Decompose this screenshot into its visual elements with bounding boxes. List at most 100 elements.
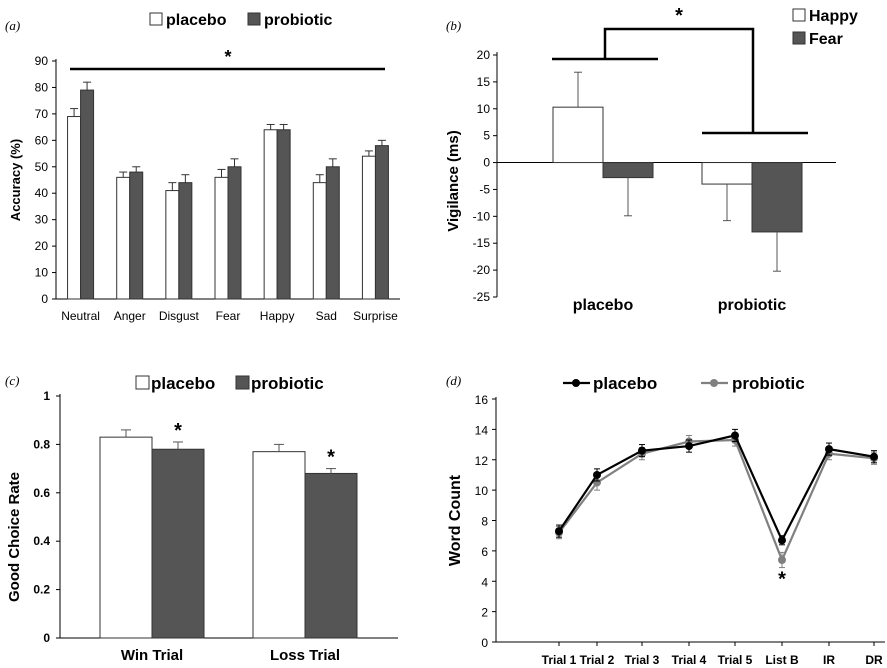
- y-tick-label: 0: [481, 636, 488, 650]
- legend-label: probiotic: [251, 374, 324, 393]
- legend-swatch: [235, 375, 250, 390]
- bar-Fear: [602, 162, 654, 179]
- legend-label: placebo: [166, 12, 227, 29]
- y-tick-label: 60: [35, 133, 49, 147]
- y-tick-label: 0.6: [33, 486, 50, 500]
- y-tick-label: -20: [473, 263, 491, 277]
- y-axis-label: Vigilance (ms): [445, 130, 462, 231]
- legend-label: placebo: [151, 374, 215, 393]
- point-probiotic: [778, 555, 786, 564]
- y-tick-label: 15: [477, 75, 491, 89]
- x-tick-label: Trial 4: [672, 653, 707, 667]
- y-axis-label: Accuracy (%): [8, 139, 23, 221]
- bar-placebo: [99, 436, 153, 639]
- y-tick-label: 40: [35, 186, 49, 200]
- point-placebo: [555, 527, 563, 536]
- panel-label: (b): [446, 18, 461, 33]
- x-tick-label: DR: [865, 653, 883, 667]
- y-tick-label: -25: [473, 290, 491, 304]
- y-axis-label: Good Choice Rate: [6, 472, 23, 602]
- x-tick-label: Win Trial: [121, 647, 183, 664]
- y-tick-label: 4: [481, 575, 488, 589]
- x-tick-label: IR: [823, 653, 835, 667]
- y-tick-label: 90: [35, 54, 49, 68]
- legend-swatch: [792, 31, 806, 45]
- bar-placebo: [252, 451, 306, 639]
- bar-placebo: [67, 116, 82, 300]
- x-tick-label: Trial 1: [542, 653, 577, 667]
- y-tick-label: 10: [35, 266, 49, 280]
- panel-label: (d): [446, 373, 461, 388]
- bar-probiotic: [374, 145, 389, 300]
- bar-probiotic: [227, 166, 242, 300]
- point-placebo: [778, 536, 786, 545]
- y-tick-label: -5: [479, 182, 490, 196]
- bar-placebo: [361, 155, 376, 300]
- y-tick-label: -15: [473, 236, 491, 250]
- y-tick-label: 20: [35, 239, 49, 253]
- y-tick-label: 0: [43, 631, 50, 645]
- x-tick-label: placebo: [573, 297, 634, 314]
- y-tick-label: 80: [35, 80, 49, 94]
- bar-probiotic: [178, 182, 193, 300]
- y-tick-label: 70: [35, 107, 49, 121]
- bar-placebo: [116, 176, 131, 300]
- point-placebo: [593, 470, 601, 479]
- significance-star: *: [675, 5, 683, 27]
- series-line-placebo: [558, 434, 875, 543]
- y-tick-label: 2: [481, 606, 488, 620]
- y-tick-label: 50: [35, 160, 49, 174]
- legend-marker: [572, 379, 580, 387]
- x-tick-label: Trial 2: [580, 653, 615, 667]
- legend-swatch: [149, 12, 163, 26]
- x-tick-label: Loss Trial: [270, 647, 340, 664]
- bar-placebo: [312, 182, 327, 300]
- y-tick-label: 8: [481, 515, 488, 529]
- y-tick-label: 20: [477, 48, 491, 62]
- x-tick-label: Trial 3: [625, 653, 660, 667]
- significance-star: *: [778, 569, 786, 591]
- y-tick-label: 0: [41, 292, 48, 306]
- significance-star: *: [224, 47, 231, 67]
- bar-placebo: [214, 176, 229, 300]
- bar-probiotic: [276, 129, 291, 300]
- x-tick-label: probiotic: [718, 297, 787, 314]
- y-tick-label: 14: [475, 423, 489, 437]
- legend-swatch: [135, 375, 150, 390]
- x-tick-label: List B: [765, 653, 799, 667]
- x-tick-label: Trial 5: [718, 653, 753, 667]
- bar-Happy: [552, 106, 604, 164]
- y-tick-label: 6: [481, 545, 488, 559]
- y-tick-label: 16: [475, 393, 489, 407]
- legend-swatch: [792, 8, 806, 22]
- bar-Happy: [701, 162, 753, 185]
- y-tick-label: 1: [43, 389, 50, 403]
- point-placebo: [638, 446, 646, 455]
- x-tick-label: Neutral: [61, 309, 100, 323]
- panel-label: (c): [5, 373, 19, 388]
- y-tick-label: 10: [477, 102, 491, 116]
- panel-label: (a): [5, 18, 20, 33]
- y-tick-label: 0: [483, 156, 490, 170]
- y-tick-label: 0.4: [33, 534, 50, 548]
- point-placebo: [731, 431, 739, 440]
- x-tick-label: Anger: [114, 309, 146, 323]
- point-placebo: [825, 445, 833, 454]
- series-line-probiotic: [558, 438, 875, 563]
- y-tick-label: 5: [483, 129, 490, 143]
- legend-label: probiotic: [732, 374, 805, 393]
- y-tick-label: 12: [475, 454, 489, 468]
- significance-star: *: [327, 447, 335, 469]
- bar-probiotic: [129, 171, 144, 300]
- y-tick-label: 30: [35, 213, 49, 227]
- x-tick-label: Surprise: [353, 309, 398, 323]
- y-tick-label: -10: [473, 209, 491, 223]
- bar-placebo: [165, 190, 180, 300]
- bar-probiotic: [304, 472, 358, 639]
- significance-star: *: [174, 420, 182, 442]
- x-tick-label: Fear: [216, 309, 241, 323]
- y-tick-label: 10: [475, 484, 489, 498]
- bar-placebo: [263, 129, 278, 300]
- legend-label: probiotic: [264, 12, 333, 29]
- y-tick-label: 0.8: [33, 437, 50, 451]
